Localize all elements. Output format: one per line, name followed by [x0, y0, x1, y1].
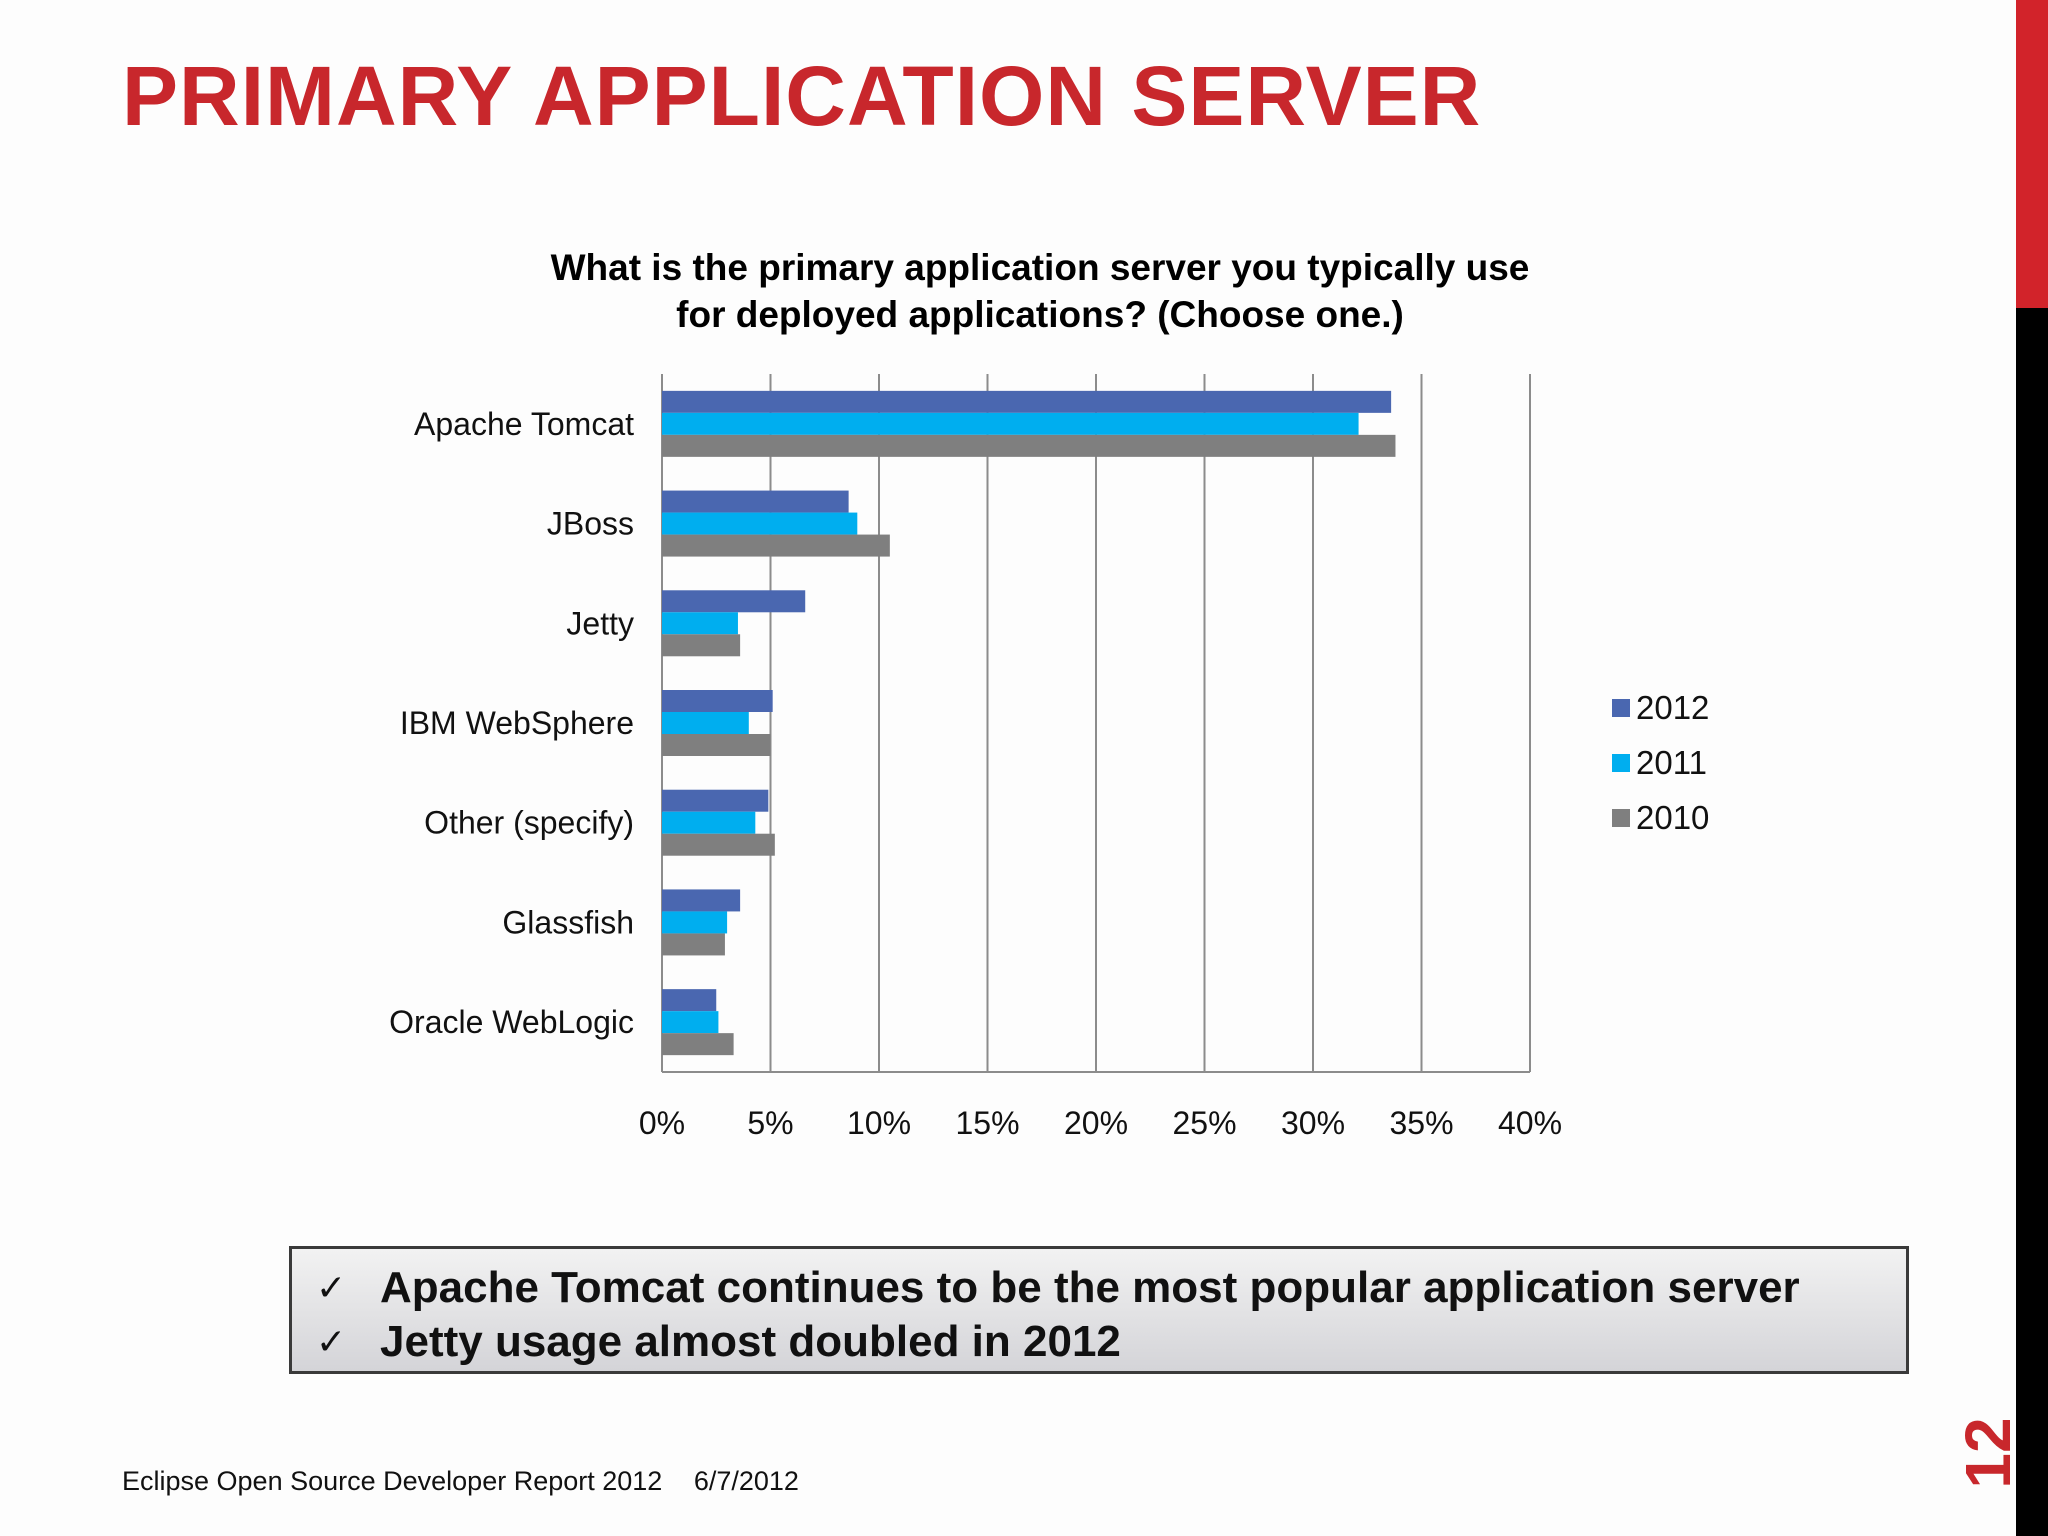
bar-2012 [662, 889, 741, 912]
category-label: Glassfish [502, 904, 634, 940]
category-label: Jetty [566, 605, 634, 641]
x-tick-label: 5% [747, 1105, 793, 1141]
bar-2011 [662, 1011, 719, 1034]
bar-2011 [662, 512, 858, 535]
bar-2010 [662, 1033, 734, 1056]
legend-swatch-2012 [1612, 698, 1630, 717]
bar-2012 [662, 490, 849, 513]
bar-2011 [662, 612, 738, 635]
chart-legend: 2012 2011 2010 [1612, 680, 1709, 845]
bar-2012 [662, 390, 1392, 413]
category-label: Oracle WebLogic [389, 1004, 634, 1040]
check-mark-icon: ✓ [316, 1267, 347, 1309]
finding-text: Apache Tomcat continues to be the most p… [380, 1263, 1800, 1312]
x-tick-label: 35% [1389, 1105, 1453, 1141]
bar-2010 [662, 534, 890, 557]
bar-2011 [662, 911, 728, 934]
x-tick-label: 20% [1064, 1105, 1128, 1141]
x-tick-label: 40% [1498, 1105, 1562, 1141]
category-label: Apache Tomcat [414, 406, 634, 442]
category-label: Other (specify) [424, 805, 634, 841]
footer-date: 6/7/2012 [693, 1466, 799, 1496]
bar-2010 [662, 634, 741, 657]
bar-2012 [662, 690, 773, 712]
bar-2012 [662, 789, 769, 812]
key-findings-callout: ✓ Apache Tomcat continues to be the most… [289, 1246, 1909, 1374]
category-label: IBM WebSphere [400, 705, 634, 741]
legend-item-2012: 2012 [1612, 680, 1709, 735]
legend-item-2011: 2011 [1612, 735, 1709, 790]
x-tick-label: 15% [955, 1105, 1019, 1141]
x-tick-label: 0% [639, 1105, 685, 1141]
bar-2010 [662, 734, 771, 756]
x-tick-label: 10% [847, 1105, 911, 1141]
x-tick-label: 30% [1281, 1105, 1345, 1141]
chart-title: What is the primary application server y… [550, 247, 1530, 335]
bar-2011 [662, 712, 749, 734]
x-tick-label: 25% [1172, 1105, 1236, 1141]
legend-swatch-2010 [1612, 808, 1630, 827]
bar-2012 [662, 989, 717, 1012]
bar-2010 [662, 833, 775, 856]
legend-label-2011: 2011 [1636, 743, 1707, 781]
finding-text: Jetty usage almost doubled in 2012 [380, 1317, 1121, 1366]
bar-2011 [662, 811, 756, 834]
legend-label-2010: 2010 [1636, 798, 1710, 836]
legend-item-2010: 2010 [1612, 790, 1709, 845]
bar-2010 [662, 434, 1396, 457]
legend-label-2012: 2012 [1636, 688, 1710, 726]
check-mark-icon: ✓ [316, 1321, 347, 1363]
slide-title: PRIMARY APPLICATION SERVER [122, 49, 1482, 143]
legend-swatch-2011 [1612, 753, 1630, 772]
bar-2011 [662, 412, 1359, 435]
bar-2012 [662, 590, 806, 613]
footer-report-name: Eclipse Open Source Developer Report 201… [122, 1466, 663, 1496]
finding-item: ✓ Jetty usage almost doubled in 2012 [316, 1315, 1906, 1369]
side-accent-bar-black [2016, 308, 2048, 1536]
bar-2010 [662, 933, 725, 956]
category-label: JBoss [547, 506, 634, 542]
footer: Eclipse Open Source Developer Report 201… [122, 1466, 799, 1497]
finding-item: ✓ Apache Tomcat continues to be the most… [316, 1261, 1906, 1315]
side-accent-bar-red [2016, 0, 2048, 308]
